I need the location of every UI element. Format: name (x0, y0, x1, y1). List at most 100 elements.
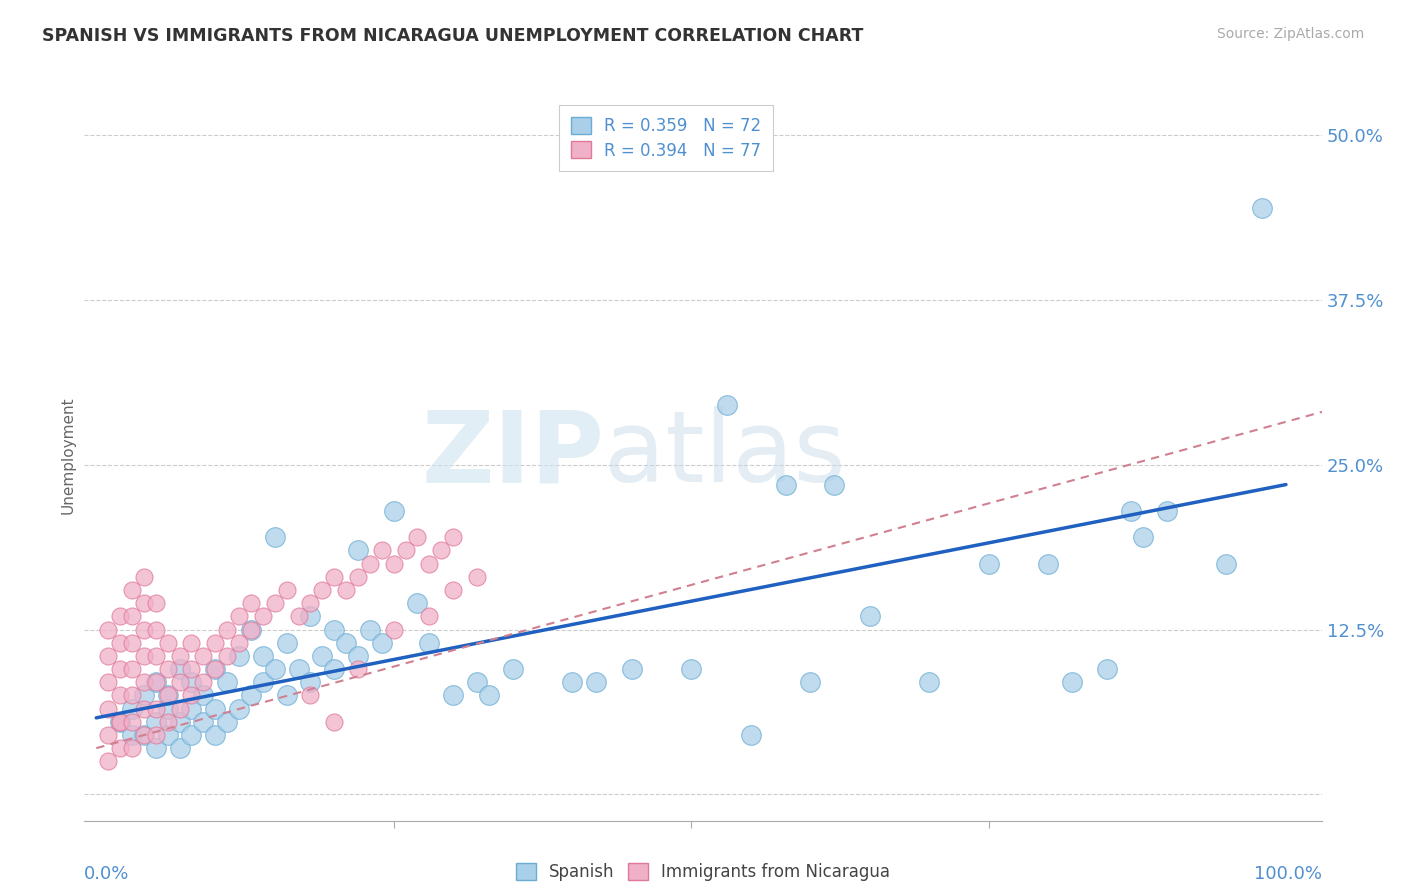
Point (97, 648, 120, 663)
Point (263, 530, 285, 544)
Point (239, 623, 262, 637)
Point (97, 755, 120, 769)
Point (156, 701, 179, 715)
Point (287, 609, 309, 624)
Point (145, 675, 167, 690)
Point (858, 609, 880, 624)
Point (217, 675, 239, 690)
Point (108, 714, 131, 729)
Point (132, 570, 155, 584)
Point (585, 675, 607, 690)
Text: 100.0%: 100.0% (1254, 864, 1322, 882)
Point (239, 689, 262, 703)
Point (145, 675, 167, 690)
Point (1121, 504, 1143, 518)
Point (406, 530, 429, 544)
Point (371, 543, 394, 558)
Point (121, 662, 143, 676)
Point (121, 728, 143, 742)
Point (145, 648, 167, 663)
Point (193, 689, 215, 703)
Point (382, 623, 405, 637)
Point (323, 714, 346, 729)
Point (311, 648, 333, 663)
Point (359, 623, 381, 637)
Point (1251, 201, 1274, 215)
Point (121, 582, 143, 597)
Point (323, 570, 346, 584)
Point (252, 648, 274, 663)
Point (382, 504, 405, 518)
Point (239, 623, 262, 637)
Point (156, 689, 179, 703)
Point (276, 689, 298, 703)
Point (918, 675, 941, 690)
Point (311, 582, 333, 597)
Point (132, 728, 155, 742)
Point (204, 701, 226, 715)
Point (180, 728, 202, 742)
Point (299, 596, 322, 610)
Point (132, 675, 155, 690)
Point (121, 609, 143, 624)
Point (1036, 557, 1059, 571)
Point (204, 636, 226, 650)
Text: 0.0%: 0.0% (84, 864, 129, 882)
Point (145, 741, 167, 756)
Point (132, 596, 155, 610)
Point (180, 675, 202, 690)
Point (502, 662, 524, 676)
Point (418, 609, 440, 624)
Point (276, 636, 298, 650)
Point (169, 662, 191, 676)
Point (156, 636, 179, 650)
Point (359, 557, 381, 571)
Point (347, 570, 370, 584)
Point (228, 701, 250, 715)
Point (217, 714, 239, 729)
Point (169, 648, 191, 663)
Point (108, 714, 131, 729)
Point (323, 623, 346, 637)
Point (156, 728, 179, 742)
Point (169, 714, 191, 729)
Point (145, 714, 167, 729)
Point (180, 689, 202, 703)
Point (740, 728, 762, 742)
Point (681, 662, 703, 676)
Point (97, 623, 120, 637)
Point (441, 582, 464, 597)
Point (465, 570, 488, 584)
Point (382, 557, 405, 571)
Point (228, 648, 250, 663)
Point (132, 648, 155, 663)
Point (1132, 530, 1154, 544)
Point (145, 623, 167, 637)
Point (335, 582, 357, 597)
Point (1156, 504, 1178, 518)
Point (406, 596, 429, 610)
Point (299, 689, 322, 703)
Point (169, 741, 191, 756)
Point (108, 689, 131, 703)
Point (418, 557, 440, 571)
Point (108, 662, 131, 676)
Point (132, 623, 155, 637)
Point (1060, 675, 1083, 690)
Point (299, 609, 322, 624)
Point (217, 623, 239, 637)
Point (441, 530, 464, 544)
Point (145, 728, 167, 742)
Point (239, 596, 262, 610)
Point (347, 662, 370, 676)
Y-axis label: Unemployment: Unemployment (60, 396, 76, 514)
Point (180, 701, 202, 715)
Point (335, 636, 357, 650)
Point (775, 477, 797, 491)
Point (465, 675, 488, 690)
Point (371, 636, 394, 650)
Point (478, 689, 501, 703)
Text: SPANISH VS IMMIGRANTS FROM NICARAGUA UNEMPLOYMENT CORRELATION CHART: SPANISH VS IMMIGRANTS FROM NICARAGUA UNE… (42, 27, 863, 45)
Point (418, 636, 440, 650)
Point (97, 675, 120, 690)
